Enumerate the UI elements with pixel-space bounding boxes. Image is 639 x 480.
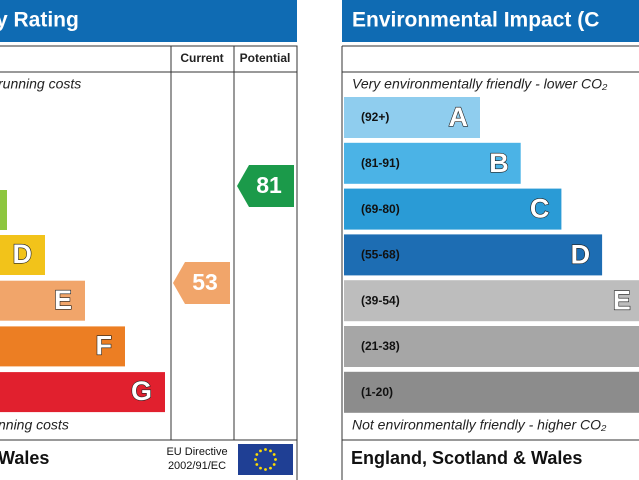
- band-bar: [0, 190, 7, 230]
- band-bar: [344, 97, 480, 138]
- directive: EU Directive: [166, 446, 227, 458]
- star: [254, 458, 257, 461]
- band-letter: C: [530, 194, 550, 224]
- footer-region: Wales: [0, 448, 49, 468]
- column-header: Current: [180, 51, 223, 65]
- column-header: Potential: [240, 51, 291, 65]
- star: [255, 453, 259, 456]
- rating-arrow: [237, 165, 294, 207]
- band-bar: [344, 142, 521, 184]
- band-range: (39-54): [361, 293, 400, 307]
- band-bar: [0, 280, 85, 321]
- star: [274, 458, 277, 461]
- band-letter: E: [613, 285, 631, 315]
- band-range: (92+): [361, 110, 389, 124]
- footer-region: England, Scotland & Wales: [351, 448, 582, 468]
- star: [255, 463, 259, 466]
- header-bar: [0, 0, 297, 42]
- star: [259, 449, 262, 453]
- band-letter: E: [54, 285, 72, 315]
- rating-arrow: [173, 262, 230, 304]
- header-bar: [342, 0, 639, 42]
- panel-frame: [0, 45, 298, 480]
- band-bar: [344, 234, 603, 276]
- band-letter: F: [96, 331, 113, 361]
- band-bar: [344, 371, 639, 413]
- bottom-note: Not environmentally friendly - higher CO…: [352, 417, 607, 433]
- band-range: (1-20): [361, 385, 393, 399]
- band-bar: [0, 235, 45, 275]
- band-bar: [344, 326, 639, 367]
- star: [264, 448, 267, 451]
- panel-frame: [341, 45, 639, 480]
- band-bar: [0, 372, 165, 413]
- star: [272, 453, 276, 456]
- band-range: (81-91): [361, 156, 400, 170]
- top-note: Very environmentally friendly - lower CO…: [352, 76, 608, 92]
- band-range: (21-38): [361, 339, 400, 353]
- band-letter: D: [13, 239, 33, 269]
- band-bar: [0, 326, 125, 367]
- rating-value: 53: [192, 269, 218, 295]
- eu-flag: [238, 444, 293, 475]
- star: [272, 463, 276, 466]
- band-range: (55-68): [361, 248, 400, 262]
- band-bar: [344, 280, 639, 322]
- bottom-note: nning costs: [0, 417, 69, 433]
- panel-title: y Rating: [0, 9, 79, 32]
- band-bar: [344, 188, 562, 230]
- band-letter: D: [571, 240, 591, 270]
- band-letter: A: [449, 102, 469, 132]
- panel-title: Environmental Impact (C: [352, 9, 599, 32]
- directive: 2002/91/EC: [168, 460, 226, 472]
- star: [269, 466, 272, 470]
- band-letter: G: [131, 376, 152, 406]
- star: [264, 468, 267, 471]
- band-letter: B: [489, 148, 509, 178]
- band-range: (69-80): [361, 202, 400, 216]
- top-note: running costs: [0, 76, 81, 92]
- rating-value: 81: [256, 172, 282, 198]
- star: [269, 449, 272, 453]
- star: [259, 466, 262, 470]
